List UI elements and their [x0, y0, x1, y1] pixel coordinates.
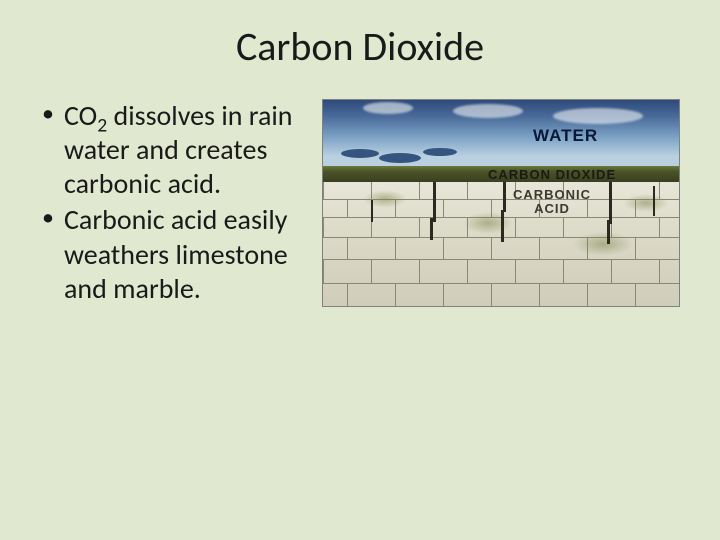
brick-joint — [611, 260, 612, 283]
brick-joint — [587, 284, 588, 307]
crack — [430, 218, 433, 240]
weathering-spot — [623, 194, 669, 212]
label-carbonic-acid: CARBONIC ACID — [513, 188, 591, 215]
brick-joint — [659, 218, 660, 237]
cloud — [553, 108, 643, 124]
crack — [503, 182, 506, 212]
brick-joint — [515, 260, 516, 283]
brick-joint — [371, 260, 372, 283]
brick-joint — [467, 260, 468, 283]
brick-joint — [635, 284, 636, 307]
weathering-spot — [363, 190, 407, 208]
weathering-diagram: WATER CARBON DIOXIDE CARBONIC ACID — [322, 99, 680, 307]
weathering-spot — [463, 212, 513, 234]
brick-joint — [467, 182, 468, 199]
content-row: CO2 dissolves in rain water and creates … — [40, 99, 680, 308]
brick-joint — [563, 218, 564, 237]
brick-joint — [419, 182, 420, 199]
label-carbon-dioxide: CARBON DIOXIDE — [488, 167, 616, 182]
brick-joint — [515, 218, 516, 237]
cloud — [363, 102, 413, 114]
cloud — [453, 104, 523, 118]
hills — [323, 136, 463, 166]
brick-joint — [539, 284, 540, 307]
brick-joint — [347, 238, 348, 259]
bullet-list: CO2 dissolves in rain water and creates … — [40, 99, 298, 308]
crack — [371, 200, 373, 222]
brick-joint — [395, 284, 396, 307]
brick-row — [323, 260, 679, 284]
brick-row — [323, 284, 679, 307]
brick-joint — [443, 200, 444, 217]
label-water: WATER — [533, 126, 598, 146]
crack — [609, 182, 612, 224]
brick-joint — [491, 284, 492, 307]
slide: Carbon Dioxide CO2 dissolves in rain wat… — [0, 0, 720, 540]
brick-joint — [323, 218, 324, 237]
brick-joint — [491, 238, 492, 259]
brick-joint — [419, 260, 420, 283]
brick-joint — [323, 182, 324, 199]
crack — [501, 210, 504, 242]
brick-joint — [347, 200, 348, 217]
bullet-text-pre: CO — [64, 98, 97, 133]
bullet-item-2: Carbonic acid easily weathers limestone … — [40, 203, 298, 305]
brick-joint — [563, 260, 564, 283]
label-acid-line2: ACID — [534, 201, 570, 216]
slide-title: Carbon Dioxide — [40, 22, 680, 71]
brick-joint — [443, 238, 444, 259]
brick-joint — [443, 284, 444, 307]
crack — [433, 182, 436, 222]
brick-joint — [419, 218, 420, 237]
crack — [653, 186, 655, 216]
bullet-text: Carbonic acid easily weathers limestone … — [64, 202, 288, 305]
weathering-spot — [573, 232, 633, 256]
brick-joint — [347, 284, 348, 307]
crack — [607, 220, 610, 244]
brick-joint — [323, 260, 324, 283]
bullet-item-1: CO2 dissolves in rain water and creates … — [40, 99, 298, 201]
brick-joint — [539, 238, 540, 259]
brick-joint — [659, 260, 660, 283]
brick-joint — [395, 238, 396, 259]
brick-joint — [635, 238, 636, 259]
limestone-layer — [323, 182, 679, 306]
